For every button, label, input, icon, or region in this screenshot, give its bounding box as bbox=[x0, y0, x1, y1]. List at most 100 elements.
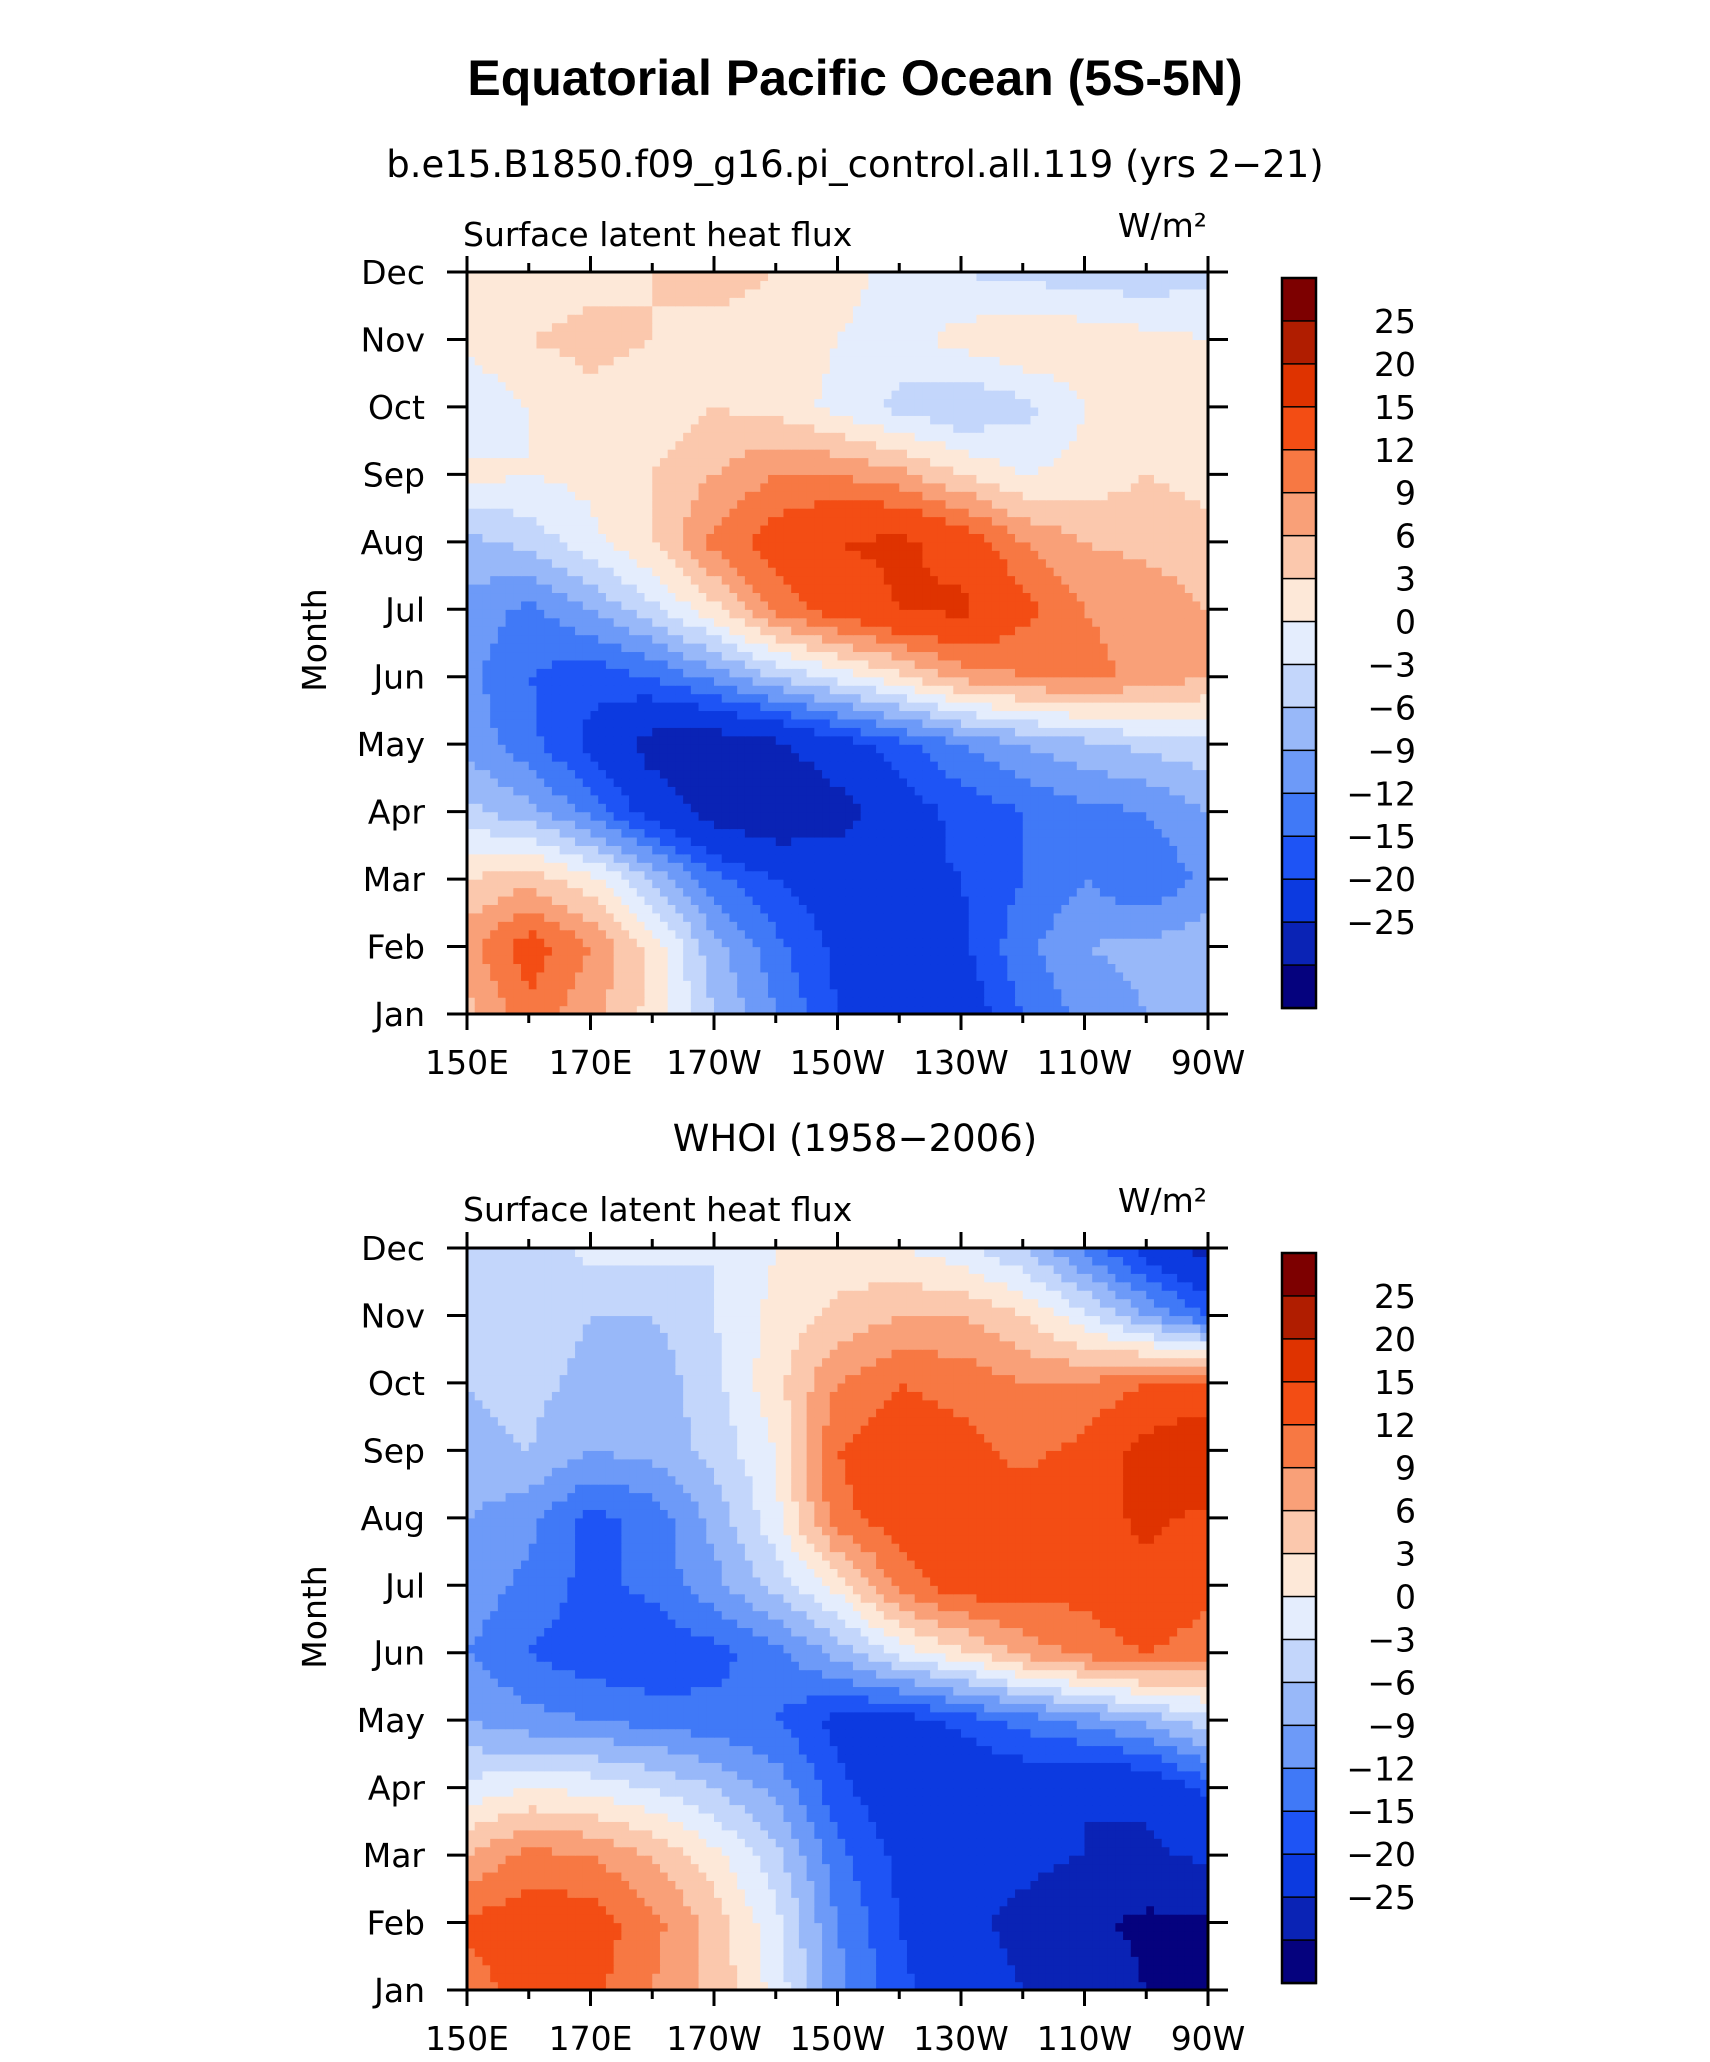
heatmap-cell bbox=[605, 752, 615, 762]
heatmap-cell bbox=[891, 693, 900, 703]
heatmap-cell bbox=[575, 904, 584, 914]
heatmap-cell bbox=[1069, 752, 1078, 762]
heatmap-cell bbox=[497, 946, 507, 956]
heatmap-cell bbox=[1177, 617, 1186, 627]
heatmap-cell bbox=[652, 744, 661, 754]
heatmap-cell bbox=[536, 954, 545, 965]
heatmap-cell bbox=[744, 895, 754, 905]
heatmap-cell bbox=[1030, 617, 1039, 627]
heatmap-cell bbox=[1138, 820, 1147, 830]
heatmap-cell bbox=[883, 727, 893, 737]
heatmap-cell bbox=[922, 828, 931, 838]
heatmap-cell bbox=[598, 820, 607, 830]
heatmap-cell bbox=[891, 659, 900, 669]
heatmap-cell bbox=[760, 820, 769, 830]
heatmap-cell bbox=[760, 811, 769, 821]
heatmap-cell bbox=[497, 744, 507, 754]
heatmap-cell bbox=[551, 718, 561, 728]
heatmap-cell bbox=[852, 870, 862, 880]
heatmap-cell bbox=[1076, 575, 1086, 585]
heatmap-cell bbox=[1153, 643, 1163, 653]
heatmap-cell bbox=[798, 693, 808, 703]
heatmap-cell bbox=[1107, 761, 1116, 771]
heatmap-cell bbox=[1184, 735, 1194, 745]
heatmap-cell bbox=[729, 702, 738, 712]
heatmap-cell bbox=[852, 963, 862, 973]
heatmap-cell bbox=[845, 735, 854, 745]
heatmap-cell bbox=[1184, 870, 1194, 880]
heatmap-cell bbox=[636, 980, 646, 990]
heatmap-cell bbox=[906, 735, 916, 745]
heatmap-cell bbox=[482, 870, 491, 880]
heatmap-cell bbox=[528, 651, 538, 661]
heatmap-cell bbox=[768, 735, 777, 745]
heatmap-cell bbox=[744, 583, 754, 594]
heatmap-cell bbox=[883, 794, 893, 804]
heatmap-cell bbox=[490, 777, 499, 787]
heatmap-cell bbox=[1177, 600, 1186, 610]
heatmap-cell bbox=[961, 609, 970, 619]
heatmap-cell bbox=[1184, 752, 1194, 762]
heatmap-cell bbox=[467, 761, 476, 771]
heatmap-cell bbox=[945, 643, 954, 653]
heatmap-cell bbox=[1123, 617, 1132, 627]
heatmap-cell bbox=[976, 921, 985, 931]
heatmap-cell bbox=[698, 895, 707, 905]
heatmap-cell bbox=[1146, 980, 1155, 990]
heatmap-cell bbox=[1130, 929, 1140, 939]
heatmap-cell bbox=[621, 710, 630, 720]
heatmap-cell bbox=[621, 836, 630, 846]
heatmap-cell bbox=[991, 651, 1001, 661]
heatmap-cell bbox=[1146, 988, 1155, 998]
heatmap-cell bbox=[814, 718, 823, 728]
heatmap-cell bbox=[775, 794, 785, 804]
heatmap-cell bbox=[644, 929, 653, 939]
heatmap-cell bbox=[1115, 643, 1124, 653]
heatmap-cell bbox=[467, 870, 476, 880]
heatmap-cell bbox=[1053, 820, 1062, 830]
heatmap-cell bbox=[953, 980, 962, 990]
heatmap-cell bbox=[752, 836, 761, 846]
heatmap-cell bbox=[829, 685, 839, 695]
heatmap-cell bbox=[721, 744, 731, 754]
heatmap-cell bbox=[930, 938, 939, 948]
heatmap-cell bbox=[505, 718, 514, 728]
heatmap-cell bbox=[1192, 853, 1201, 863]
heatmap-cell bbox=[559, 853, 568, 863]
heatmap-cell bbox=[1022, 946, 1032, 956]
heatmap-cell bbox=[598, 651, 607, 661]
heatmap-cell bbox=[945, 1005, 954, 1015]
heatmap-cell bbox=[1007, 879, 1016, 889]
heatmap-cell bbox=[1030, 634, 1039, 644]
heatmap-cell bbox=[852, 583, 862, 594]
heatmap-cell bbox=[1061, 583, 1070, 594]
heatmap-cell bbox=[513, 870, 522, 880]
heatmap-cell bbox=[968, 870, 978, 880]
heatmap-cell bbox=[1069, 853, 1078, 863]
heatmap-cell bbox=[590, 786, 599, 796]
heatmap-cell bbox=[991, 668, 1001, 678]
heatmap-cell bbox=[876, 954, 885, 965]
heatmap-cell bbox=[1192, 904, 1201, 914]
heatmap-cell bbox=[1177, 609, 1186, 619]
heatmap-cell bbox=[598, 963, 607, 973]
heatmap-cell bbox=[1123, 870, 1132, 880]
heatmap-cell bbox=[1107, 794, 1116, 804]
heatmap-cell bbox=[528, 718, 538, 728]
heatmap-cell bbox=[1115, 710, 1124, 720]
heatmap-cell bbox=[721, 836, 731, 846]
heatmap-cell bbox=[605, 668, 615, 678]
heatmap-cell bbox=[1123, 836, 1132, 846]
heatmap-cell bbox=[567, 912, 576, 922]
heatmap-cell bbox=[1184, 929, 1194, 939]
heatmap-cell bbox=[1076, 777, 1086, 787]
heatmap-cell bbox=[953, 761, 962, 771]
heatmap-cell bbox=[768, 997, 777, 1007]
heatmap-cell bbox=[1177, 946, 1186, 956]
heatmap-cell bbox=[652, 583, 661, 594]
heatmap-cell bbox=[698, 626, 707, 636]
heatmap-cell bbox=[768, 718, 777, 728]
heatmap-cell bbox=[482, 744, 491, 754]
heatmap-cell bbox=[930, 794, 939, 804]
heatmap-cell bbox=[1061, 735, 1070, 745]
